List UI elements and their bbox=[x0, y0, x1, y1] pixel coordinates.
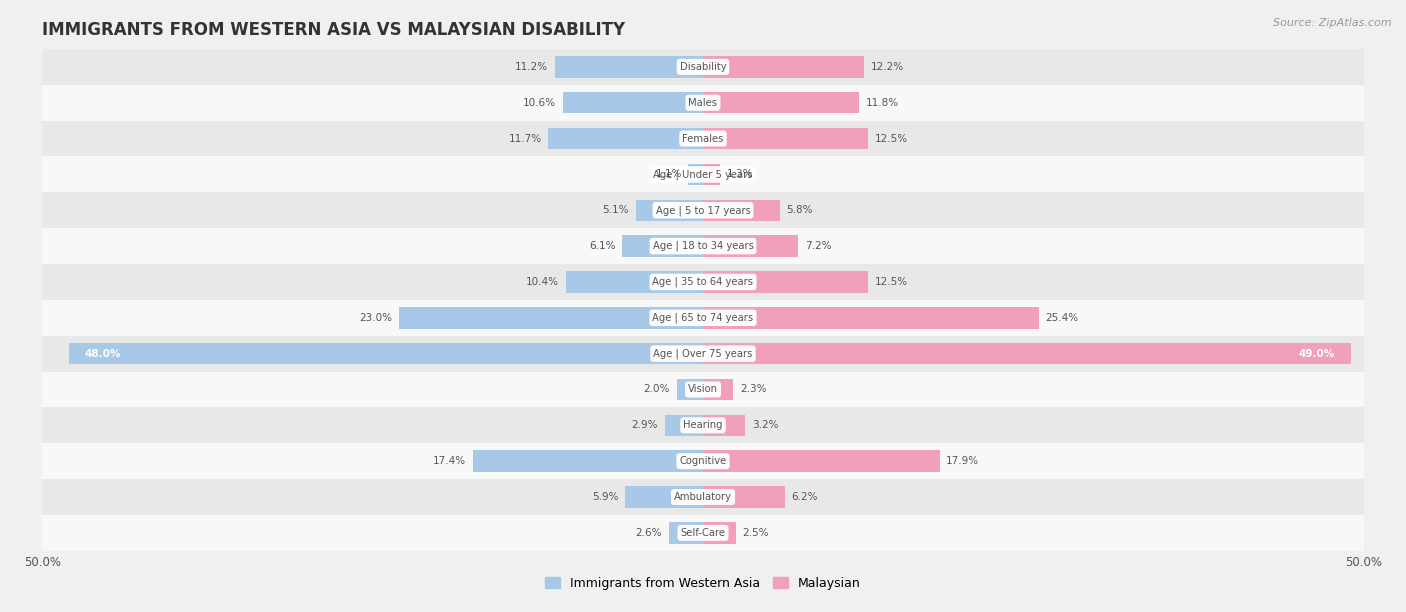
Text: 12.5%: 12.5% bbox=[875, 133, 908, 144]
Bar bbox=[703, 271, 868, 293]
Text: 2.0%: 2.0% bbox=[644, 384, 669, 395]
Bar bbox=[703, 414, 745, 436]
Bar bbox=[42, 479, 1364, 515]
Text: 10.6%: 10.6% bbox=[523, 98, 557, 108]
Bar bbox=[42, 371, 1364, 408]
Bar bbox=[623, 236, 703, 257]
Text: Source: ZipAtlas.com: Source: ZipAtlas.com bbox=[1274, 18, 1392, 28]
Text: 10.4%: 10.4% bbox=[526, 277, 560, 287]
Text: 11.7%: 11.7% bbox=[509, 133, 541, 144]
Bar bbox=[42, 300, 1364, 336]
Bar bbox=[669, 522, 703, 543]
Text: Males: Males bbox=[689, 98, 717, 108]
Text: Age | 5 to 17 years: Age | 5 to 17 years bbox=[655, 205, 751, 215]
Text: 6.2%: 6.2% bbox=[792, 492, 818, 502]
Bar bbox=[703, 522, 737, 543]
Bar bbox=[42, 192, 1364, 228]
Bar bbox=[555, 56, 703, 78]
Text: Cognitive: Cognitive bbox=[679, 456, 727, 466]
Bar bbox=[69, 343, 703, 364]
Bar bbox=[665, 414, 703, 436]
Bar bbox=[562, 92, 703, 113]
Bar bbox=[42, 264, 1364, 300]
Bar bbox=[42, 228, 1364, 264]
Bar bbox=[703, 236, 799, 257]
Text: 11.8%: 11.8% bbox=[866, 98, 898, 108]
Bar bbox=[42, 515, 1364, 551]
Text: 48.0%: 48.0% bbox=[84, 349, 121, 359]
Legend: Immigrants from Western Asia, Malaysian: Immigrants from Western Asia, Malaysian bbox=[540, 572, 866, 595]
Text: 23.0%: 23.0% bbox=[360, 313, 392, 323]
Bar bbox=[42, 408, 1364, 443]
Text: 25.4%: 25.4% bbox=[1045, 313, 1078, 323]
Text: 2.3%: 2.3% bbox=[740, 384, 766, 395]
Bar bbox=[42, 157, 1364, 192]
Text: 12.2%: 12.2% bbox=[870, 62, 904, 72]
Text: 12.5%: 12.5% bbox=[875, 277, 908, 287]
Bar bbox=[626, 487, 703, 508]
Bar bbox=[42, 49, 1364, 85]
Text: 2.9%: 2.9% bbox=[631, 420, 658, 430]
Text: Age | 35 to 64 years: Age | 35 to 64 years bbox=[652, 277, 754, 287]
Text: IMMIGRANTS FROM WESTERN ASIA VS MALAYSIAN DISABILITY: IMMIGRANTS FROM WESTERN ASIA VS MALAYSIA… bbox=[42, 21, 626, 39]
Bar bbox=[399, 307, 703, 329]
Bar bbox=[703, 307, 1039, 329]
Bar bbox=[703, 487, 785, 508]
Text: 1.1%: 1.1% bbox=[655, 170, 682, 179]
Text: Hearing: Hearing bbox=[683, 420, 723, 430]
Text: Disability: Disability bbox=[679, 62, 727, 72]
Text: 17.4%: 17.4% bbox=[433, 456, 467, 466]
Text: 3.2%: 3.2% bbox=[752, 420, 779, 430]
Bar bbox=[472, 450, 703, 472]
Bar bbox=[703, 379, 734, 400]
Text: 1.3%: 1.3% bbox=[727, 170, 754, 179]
Bar bbox=[565, 271, 703, 293]
Bar bbox=[42, 121, 1364, 157]
Bar bbox=[676, 379, 703, 400]
Bar bbox=[42, 85, 1364, 121]
Text: Age | Over 75 years: Age | Over 75 years bbox=[654, 348, 752, 359]
Bar bbox=[636, 200, 703, 221]
Text: Females: Females bbox=[682, 133, 724, 144]
Bar bbox=[689, 163, 703, 185]
Text: 2.6%: 2.6% bbox=[636, 528, 662, 538]
Bar bbox=[703, 343, 1351, 364]
Text: 5.8%: 5.8% bbox=[786, 205, 813, 215]
Text: Age | Under 5 years: Age | Under 5 years bbox=[654, 169, 752, 180]
Bar bbox=[548, 128, 703, 149]
Text: Age | 65 to 74 years: Age | 65 to 74 years bbox=[652, 313, 754, 323]
Text: 17.9%: 17.9% bbox=[946, 456, 980, 466]
Text: 2.5%: 2.5% bbox=[742, 528, 769, 538]
Bar bbox=[703, 128, 868, 149]
Text: 5.1%: 5.1% bbox=[603, 205, 628, 215]
Bar bbox=[703, 200, 780, 221]
Text: 11.2%: 11.2% bbox=[515, 62, 548, 72]
Text: Vision: Vision bbox=[688, 384, 718, 395]
Text: 7.2%: 7.2% bbox=[804, 241, 831, 251]
Bar bbox=[42, 443, 1364, 479]
Text: 49.0%: 49.0% bbox=[1299, 349, 1334, 359]
Bar bbox=[42, 336, 1364, 371]
Bar bbox=[703, 92, 859, 113]
Bar bbox=[703, 163, 720, 185]
Text: Self-Care: Self-Care bbox=[681, 528, 725, 538]
Bar bbox=[703, 450, 939, 472]
Text: Age | 18 to 34 years: Age | 18 to 34 years bbox=[652, 241, 754, 252]
Text: 6.1%: 6.1% bbox=[589, 241, 616, 251]
Text: 5.9%: 5.9% bbox=[592, 492, 619, 502]
Text: Ambulatory: Ambulatory bbox=[673, 492, 733, 502]
Bar bbox=[703, 56, 865, 78]
